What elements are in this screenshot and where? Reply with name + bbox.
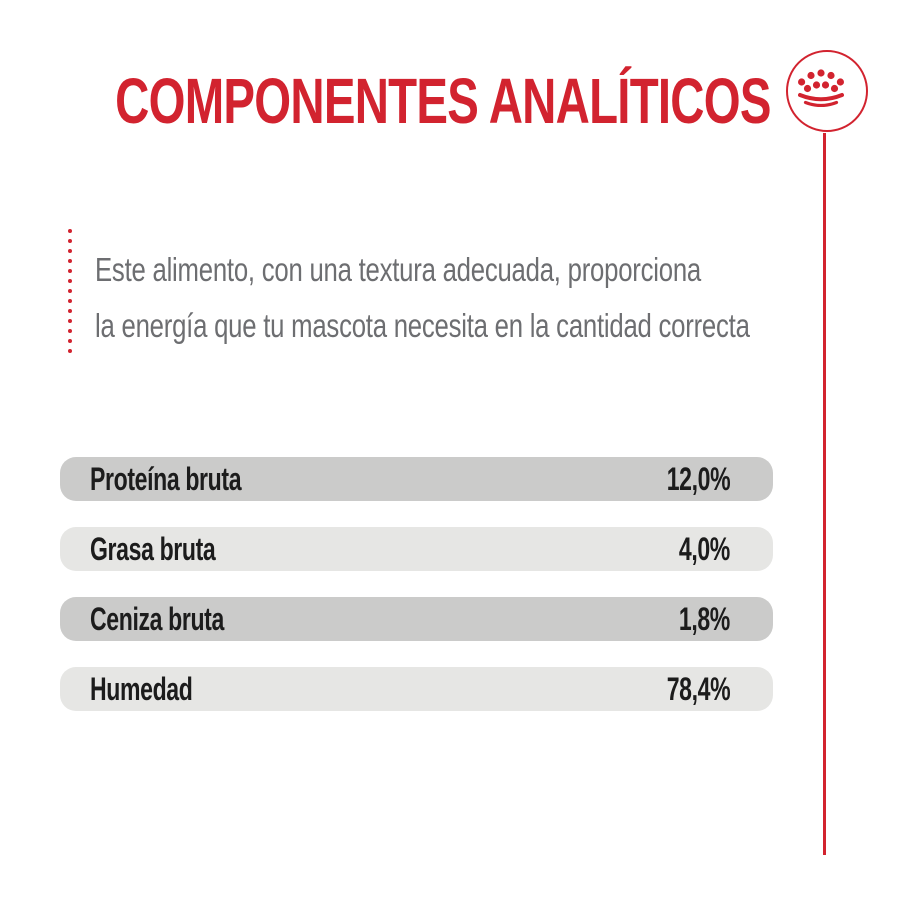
page-title: COMPONENTES ANALÍTICOS	[0, 64, 853, 138]
table-row-protein: Proteína bruta 12,0%	[60, 457, 773, 501]
row-label: Humedad	[90, 670, 193, 707]
description-line-1: Este alimento, con una textura adecuada,…	[95, 251, 701, 288]
dotted-rule	[68, 229, 72, 353]
brand-logo-circle	[786, 50, 868, 132]
row-label: Ceniza bruta	[90, 600, 224, 637]
row-label: Grasa bruta	[90, 530, 216, 567]
crown-icon	[798, 69, 844, 107]
page-title-text: COMPONENTES ANALÍTICOS	[115, 65, 771, 137]
description: Este alimento, con una textura adecuada,…	[95, 242, 900, 354]
description-line-2: la energía que tu mascota necesita en la…	[95, 307, 750, 344]
row-value: 4,0%	[678, 530, 730, 567]
row-value: 78,4%	[666, 670, 730, 707]
table-row-fat: Grasa bruta 4,0%	[60, 527, 773, 571]
brand-logo-stem-line	[823, 133, 826, 855]
components-table: Proteína bruta 12,0% Grasa bruta 4,0% Ce…	[60, 457, 773, 737]
table-row-ash: Ceniza bruta 1,8%	[60, 597, 773, 641]
row-label: Proteína bruta	[90, 460, 242, 497]
table-row-moisture: Humedad 78,4%	[60, 667, 773, 711]
row-value: 12,0%	[666, 460, 730, 497]
row-value: 1,8%	[678, 600, 730, 637]
